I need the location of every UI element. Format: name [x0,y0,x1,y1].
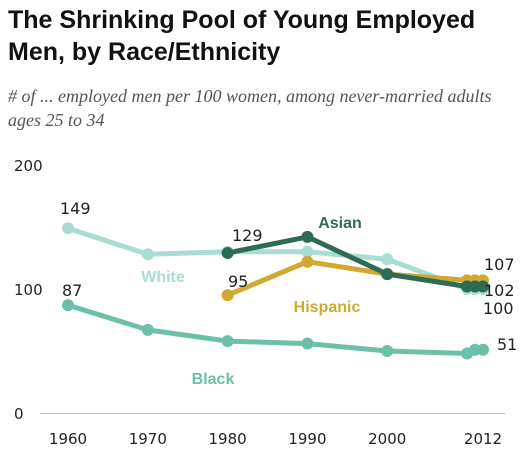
data-point-white [301,245,314,258]
data-point-asian [477,280,489,293]
end-value-label-asian: 102 [484,281,515,300]
chart-subtitle: # of ... employed men per 100 women, amo… [8,86,492,130]
data-point-black [477,343,489,356]
series-line-black [65,302,486,356]
data-point-white [141,248,154,261]
x-tick-label: 2000 [368,430,406,448]
y-tick-label: 200 [14,157,43,175]
start-value-label-black: 87 [62,281,82,300]
series-label-black: Black [192,371,235,388]
start-value-label-white: 149 [60,199,91,218]
data-point-asian [301,230,314,243]
data-point-black [301,337,314,350]
data-point-black [141,323,154,336]
x-tick-label: 1990 [288,430,326,448]
series-label-hispanic: Hispanic [294,299,361,316]
x-tick-label: 1980 [209,430,247,448]
data-point-white [62,222,74,235]
data-point-hispanic [301,255,314,268]
data-point-black [62,299,74,312]
end-value-label-hispanic: 107 [484,255,515,274]
data-point-asian [221,247,234,260]
y-tick-label: 100 [14,281,43,299]
series-label-white: White [141,269,185,286]
data-point-black [381,345,394,357]
chart-title: The Shrinking Pool of Young Employed Men… [8,6,476,66]
series-label-asian: Asian [318,215,362,232]
end-value-label-white: 100 [483,299,514,318]
data-point-hispanic [221,289,234,302]
end-value-label-black: 51 [497,335,517,354]
data-point-black [221,335,234,348]
y-tick-label: 0 [14,405,24,423]
series-line-hispanic [225,259,486,298]
data-point-asian [381,268,394,281]
x-tick-label: 2012 [464,430,502,448]
x-tick-label: 1960 [49,430,87,448]
data-point-white [381,253,394,266]
start-value-label-hispanic: 95 [228,272,248,291]
x-tick-label: 1970 [129,430,167,448]
start-value-label-asian: 129 [232,226,263,245]
